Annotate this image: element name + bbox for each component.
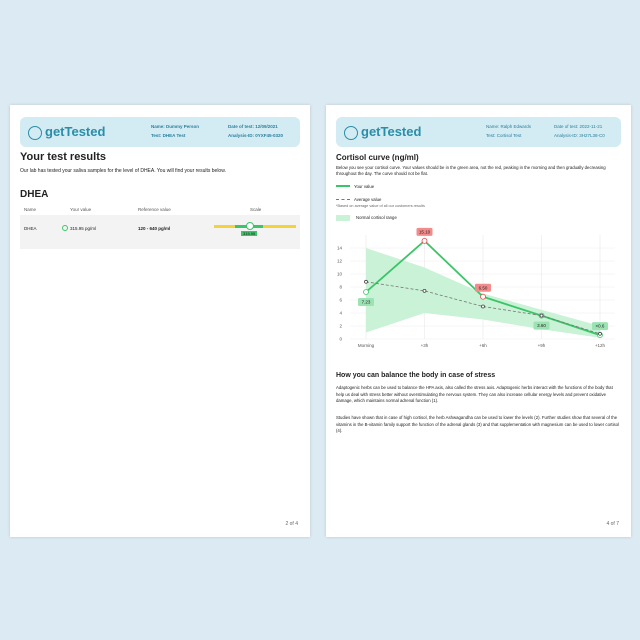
scale-label: 315.95 (241, 231, 258, 236)
value-label-box (358, 298, 374, 307)
header: getTested Name: Dummy Person Test: DHEA … (20, 117, 300, 147)
value-label: 6.50 (479, 285, 488, 290)
x-tick-label: +9h (538, 343, 546, 348)
header-field: Test: DHEA Test (151, 133, 186, 138)
header-field: Analysis-ID: 3H27L38-C0 (554, 133, 605, 138)
value-label-box (416, 227, 433, 236)
legend-label: Average value (354, 197, 382, 202)
x-tick-label: +3h (421, 343, 429, 348)
value-label: 15.10 (419, 229, 431, 234)
y-tick-label: 0 (339, 337, 342, 342)
header-field: Analysis-ID: 0YXF45-0320 (228, 133, 284, 138)
chart-title: Cortisol curve (ng/ml) (336, 153, 419, 162)
y-tick-label: 2 (339, 324, 342, 329)
section-title: DHEA (20, 189, 49, 200)
y-tick-label: 10 (337, 272, 343, 277)
paragraph: Adaptogenic herbs can be used to balance… (336, 385, 613, 403)
page-number: 4 of 7 (606, 521, 619, 527)
section-title: How you can balance the body in case of … (336, 372, 496, 379)
value-label: 3.60 (537, 323, 546, 328)
paragraph: Studies have shown that in case of high … (336, 415, 620, 433)
header-field: Date of test: 12/09/2021 (228, 124, 278, 129)
table-cell: 315.95 pg/ml (70, 226, 97, 231)
y-tick-label: 4 (339, 311, 342, 316)
scale-marker (246, 222, 254, 230)
value-label: <0.6 (596, 324, 605, 329)
point (539, 313, 544, 318)
table-cell: DHEA (24, 226, 37, 231)
legend-swatch (336, 215, 350, 221)
logo: getTested (28, 124, 105, 140)
table-header: Scale (250, 207, 262, 212)
header: getTested Name: Ralph Edwards Test: Cort… (336, 117, 621, 147)
y-tick-label: 14 (337, 246, 343, 251)
intro: Below you see your cortisol curve. Your … (336, 165, 606, 176)
header-field: Name: Ralph Edwards (486, 124, 532, 129)
right-page: getTested Name: Ralph Edwards Test: Cort… (326, 105, 631, 537)
left-page: getTested Name: Dummy Person Test: DHEA … (10, 105, 310, 537)
point (363, 289, 369, 295)
title: Your test results (20, 151, 106, 163)
value-label-box (475, 283, 491, 292)
intro: Our lab has tested your saliva samples f… (20, 168, 226, 174)
y-tick-label: 6 (339, 298, 342, 303)
logo-text: getTested (45, 124, 106, 139)
table-header: Name (24, 207, 37, 212)
x-tick-label: +6h (479, 343, 487, 348)
point (481, 304, 485, 309)
value-label-box (533, 321, 550, 330)
table-row (20, 215, 300, 249)
point (598, 331, 602, 336)
y-tick-label: 8 (339, 285, 342, 290)
header-field: Name: Dummy Person (151, 124, 200, 129)
logo: getTested (344, 124, 421, 140)
point (421, 237, 428, 244)
legend-swatch (336, 185, 350, 187)
legend-label: Your value (354, 184, 375, 189)
table-header: Reference value (138, 207, 171, 212)
page-number: 2 of 4 (285, 521, 298, 527)
point (480, 293, 486, 300)
footnote: *Based on average value of all our custo… (336, 204, 425, 208)
legend-swatch (336, 199, 350, 200)
point (422, 289, 427, 293)
x-tick-label: Morning (358, 343, 375, 348)
value-label: 7.23 (362, 300, 371, 305)
chart: 0 2 4 6 8 10 12 14 Morning +3h +6h +9h +12h 7.23 15.10… (337, 227, 615, 348)
table-header: Your value (70, 207, 92, 212)
table-cell: 120 - 640 pg/ml (138, 226, 171, 231)
value-label-box (592, 322, 608, 331)
point (364, 279, 368, 284)
legend-label: Normal cortisol range (356, 215, 397, 220)
logo-text: getTested (361, 124, 422, 139)
header-field: Test: Cortisol Test (486, 133, 522, 138)
header-field: Date of test: 2022-11-21 (554, 124, 603, 129)
y-tick-label: 12 (337, 259, 343, 264)
x-tick-label: +12h (595, 343, 606, 348)
status-icon (62, 225, 68, 231)
